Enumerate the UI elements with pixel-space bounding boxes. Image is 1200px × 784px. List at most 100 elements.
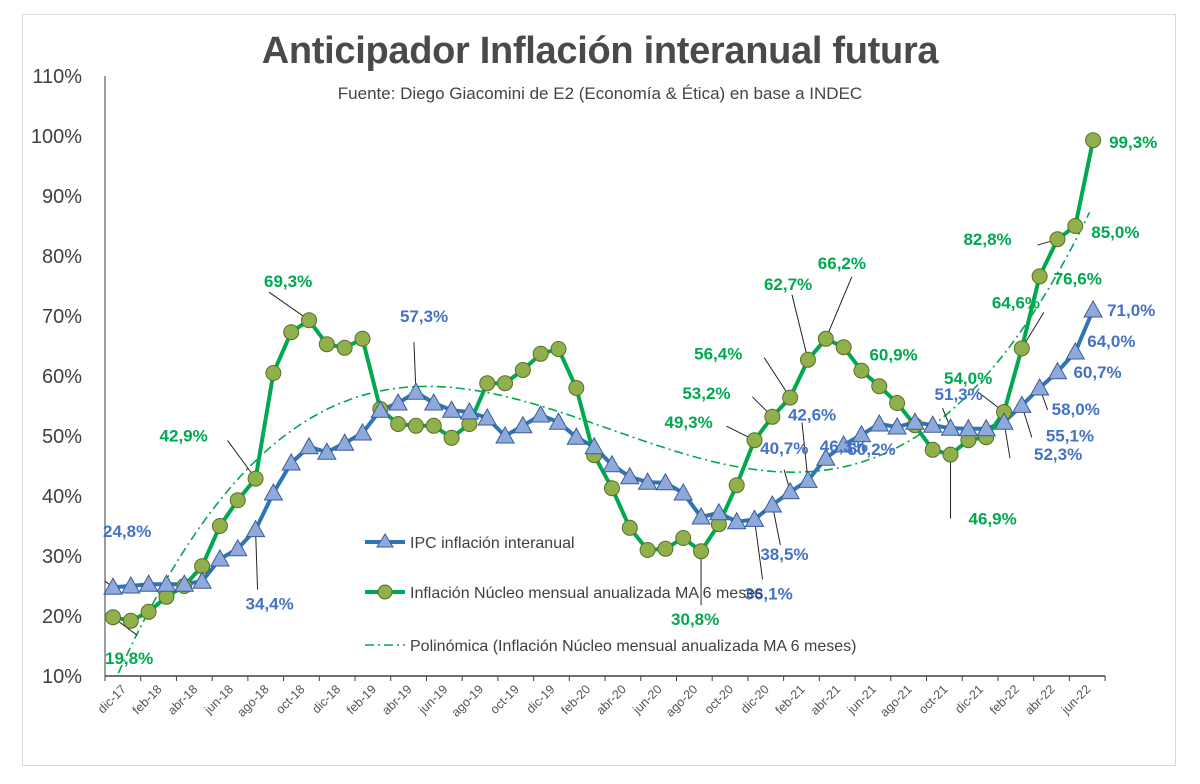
legend-marker-circle	[377, 584, 393, 600]
x-tick-label: ago-21	[877, 682, 914, 719]
data-label: 49,3%	[665, 413, 713, 432]
series-markers	[103, 132, 1103, 629]
nucleo-point	[621, 519, 638, 536]
nucleo-point	[799, 351, 816, 368]
legend-marker-triangle	[376, 533, 394, 548]
nucleo-point	[603, 480, 620, 497]
y-tick-label: 30%	[42, 546, 82, 568]
data-label: 58,0%	[1052, 400, 1100, 419]
ipc-point	[370, 400, 391, 418]
nucleo-point	[122, 612, 139, 629]
x-tick-label: dic-17	[95, 682, 129, 716]
x-tick-label: ago-18	[234, 682, 271, 719]
annotation-leader-line	[825, 276, 853, 339]
ipc-point	[316, 442, 337, 460]
x-tick-label: ago-20	[663, 682, 700, 719]
annotation-leader-line	[791, 294, 809, 360]
x-tick-label: oct-19	[487, 682, 521, 716]
ipc-point	[584, 436, 604, 455]
ipc-point	[691, 506, 711, 525]
data-label: 50,2%	[847, 440, 895, 459]
ipc-point	[637, 472, 658, 490]
ipc-point	[905, 412, 925, 430]
ipc-point	[513, 415, 533, 434]
data-label: 42,9%	[160, 427, 208, 446]
nucleo-point	[532, 345, 549, 362]
data-label: 34,4%	[246, 595, 294, 614]
nucleo-point	[550, 341, 567, 357]
nucleo-point	[1031, 268, 1048, 285]
nucleo-point	[639, 542, 656, 558]
x-tick-label: abr-18	[165, 682, 200, 717]
data-label: 64,6%	[992, 293, 1040, 312]
ipc-point	[406, 382, 426, 400]
data-label: 46,3%	[820, 437, 868, 456]
nucleo-point	[425, 417, 442, 434]
ipc-point	[210, 548, 230, 567]
annotation-leader-line	[268, 291, 310, 321]
ipc-point	[156, 574, 177, 592]
data-label: 51,3%	[935, 385, 983, 404]
nucleo-point	[336, 339, 353, 356]
x-tick-label: jun-18	[201, 682, 236, 717]
ipc-point	[245, 519, 266, 538]
data-label: 56,4%	[694, 345, 742, 364]
annotation-leader-line	[754, 519, 764, 580]
nucleo-point	[407, 417, 424, 434]
data-label: 55,1%	[1046, 426, 1094, 445]
x-tick-label: feb-19	[344, 682, 379, 717]
ipc-point	[798, 470, 818, 488]
nucleo-point	[924, 441, 941, 458]
ipc-point	[976, 418, 997, 437]
ipc-point	[192, 571, 212, 589]
nucleo-point	[283, 324, 300, 341]
x-tick-label: dic-21	[952, 682, 986, 716]
nucleo-point	[764, 408, 781, 425]
ipc-point	[780, 481, 801, 500]
y-tick-label: 110%	[32, 66, 82, 88]
ipc-point	[227, 538, 248, 557]
x-tick-label: oct-21	[916, 682, 950, 716]
y-tick-label: 50%	[42, 426, 82, 448]
ipc-point	[263, 482, 284, 501]
nucleo-point	[853, 362, 870, 379]
nucleo-point	[1067, 218, 1084, 234]
x-tick-label: feb-20	[558, 682, 593, 717]
nucleo-point	[443, 429, 460, 446]
nucleo-point	[479, 375, 496, 392]
y-tick-label: 40%	[42, 486, 82, 508]
ipc-point	[869, 413, 890, 432]
x-tick-label: abr-20	[594, 682, 629, 717]
nucleo-point	[497, 375, 514, 392]
ipc-point	[726, 511, 747, 530]
x-tick-label: dic-19	[524, 682, 558, 716]
y-tick-label: 70%	[42, 306, 82, 328]
ipc-point	[851, 424, 872, 443]
nucleo-point	[746, 432, 763, 449]
ipc-point	[477, 407, 498, 426]
x-tick-label: abr-22	[1022, 682, 1057, 717]
nucleo-point	[871, 378, 888, 395]
ipc-point	[619, 466, 640, 485]
chart-subtitle: Fuente: Diego Giacomini de E2 (Economía …	[337, 84, 863, 103]
nucleo-point	[211, 518, 228, 534]
data-label: 52,3%	[1034, 445, 1082, 464]
ipc-point	[352, 422, 373, 441]
ipc-point	[120, 575, 141, 594]
y-tick-label: 20%	[42, 606, 82, 628]
ipc-point	[744, 509, 765, 527]
nucleo-point	[140, 603, 157, 620]
nucleo-point	[1013, 340, 1030, 357]
nucleo-point	[568, 380, 585, 396]
ipc-point	[281, 452, 302, 471]
data-label: 19,8%	[105, 649, 153, 668]
x-tick-label: feb-18	[130, 682, 165, 717]
annotation-leader-line	[255, 529, 259, 590]
data-label: 66,2%	[818, 254, 866, 273]
nucleo-point	[835, 339, 852, 356]
nucleo-point	[889, 395, 906, 411]
ipc-point	[1047, 361, 1068, 380]
data-label: 62,7%	[764, 275, 812, 294]
chart-frame	[22, 14, 1176, 766]
nucleo-point	[1049, 231, 1066, 248]
